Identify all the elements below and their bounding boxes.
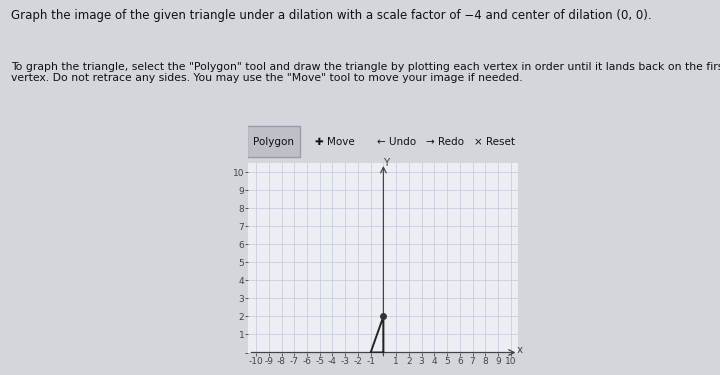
Text: To graph the triangle, select the "Polygon" tool and draw the triangle by plotti: To graph the triangle, select the "Polyg… [11,62,720,84]
Text: ✚ Move: ✚ Move [315,136,355,147]
Text: x: x [517,345,523,355]
FancyBboxPatch shape [247,126,300,157]
Text: ← Undo: ← Undo [377,136,416,147]
Text: Y: Y [384,158,390,168]
Text: → Redo: → Redo [426,136,464,147]
Text: × Reset: × Reset [474,136,515,147]
Text: Polygon: Polygon [253,136,294,147]
Text: Graph the image of the given triangle under a dilation with a scale factor of −4: Graph the image of the given triangle un… [11,9,652,22]
